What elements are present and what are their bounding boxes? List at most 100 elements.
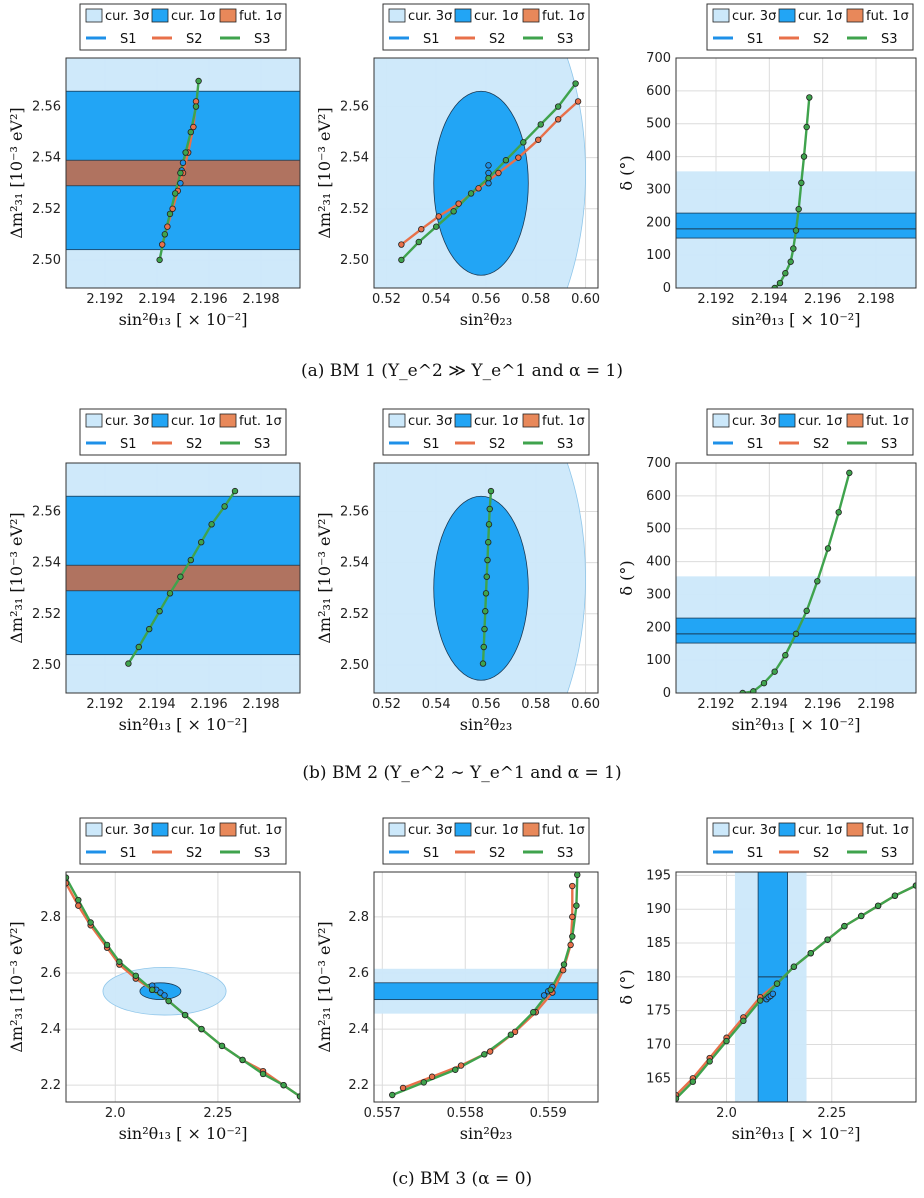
y-tick-label: 2.52: [32, 607, 61, 622]
data-point-S2: [455, 200, 462, 207]
data-point-S3: [165, 997, 172, 1005]
y-tick-label: 2.4: [40, 1022, 61, 1037]
y-axis-label: Δm²₃₁ [10⁻³ eV²]: [315, 107, 334, 238]
x-axis-label: sin²θ₁₃ [ × 10⁻²]: [119, 715, 248, 734]
data-point-S3: [792, 227, 800, 234]
legend-swatch: [846, 822, 864, 837]
legend-label: fut. 1σ: [542, 823, 585, 838]
data-point-S3: [482, 608, 489, 615]
x-tick-label: 2.25: [203, 1106, 232, 1121]
data-point-S3: [485, 521, 493, 528]
legend-label: fut. 1σ: [866, 9, 909, 24]
x-axis-label: sin²θ₂₃: [460, 1124, 513, 1143]
data-point-S3: [689, 1078, 697, 1085]
x-tick-label: 0.56: [472, 697, 501, 712]
legend-label: cur. 3σ: [732, 414, 776, 429]
data-point-S3: [156, 608, 163, 615]
data-point-S3: [116, 958, 123, 965]
data-point-S3: [835, 509, 842, 516]
x-axis-label: sin²θ₂₃: [460, 310, 513, 329]
legend-label: fut. 1σ: [542, 414, 585, 429]
caption-b: (b) BM 2 (Y_e^2 ∼ Y_e^1 and α = 1): [302, 763, 621, 783]
legend-label: fut. 1σ: [866, 823, 909, 838]
legend-label: cur. 1σ: [798, 9, 842, 24]
legend-label: S2: [186, 32, 203, 47]
x-tick-label: 0.52: [372, 292, 401, 307]
data-point-S3: [480, 643, 487, 651]
data-point-S3: [739, 689, 746, 693]
data-point-S2: [495, 169, 502, 177]
y-tick-label: 0: [663, 281, 671, 296]
legend-label: cur. 3σ: [408, 414, 452, 429]
data-point-S3: [161, 231, 168, 238]
data-point-S3: [484, 556, 491, 564]
data-point-S3: [771, 668, 778, 675]
data-point-S3: [560, 961, 568, 968]
legend-label: S2: [489, 437, 506, 452]
legend-label: cur. 1σ: [474, 414, 518, 429]
region-cur1: [433, 495, 529, 681]
legend-label: S1: [747, 437, 764, 452]
data-point-S3: [800, 153, 808, 160]
legend-label: S1: [120, 846, 137, 861]
data-point-S3: [182, 149, 189, 156]
x-tick-label: 0.557: [364, 1106, 401, 1121]
legend-swatch: [151, 413, 169, 428]
y-axis-label: Δm²₃₁ [10⁻³ eV²]: [7, 512, 26, 643]
data-point-S3: [723, 1037, 730, 1045]
data-point-S2: [486, 1048, 494, 1055]
panel-b3: 2.192 2.194 2.196 2.198 0 100 200 300 400 500 600 7…: [617, 408, 917, 734]
data-point-S2: [164, 223, 171, 230]
data-point-S3: [757, 997, 764, 1004]
y-tick-label: 2.8: [40, 910, 61, 925]
legend-swatch: [522, 413, 540, 428]
data-point-S3: [569, 933, 576, 940]
panel-b1: 2.192 2.194 2.196 2.198 2.50 2.52 2.54 2.56 sin²…: [7, 408, 301, 734]
x-tick-label: 2.192: [697, 292, 734, 307]
legend-label: S2: [489, 32, 506, 47]
x-tick-label: 2.194: [138, 697, 175, 712]
data-point-S3: [415, 238, 422, 246]
data-point-S3: [177, 169, 184, 177]
legend-swatch: [778, 822, 796, 837]
x-tick-label: 0.54: [422, 697, 451, 712]
data-point-S1: [485, 162, 492, 169]
y-tick-label: 2.4: [348, 1022, 369, 1037]
data-point-S2: [158, 241, 166, 248]
x-tick-label: 2.198: [857, 697, 894, 712]
x-tick-label: 2.196: [190, 292, 227, 307]
legend-swatch: [219, 822, 237, 837]
data-point-S2: [428, 1073, 436, 1080]
legend-label: S1: [423, 846, 440, 861]
legend-swatch: [454, 413, 472, 428]
legend-label: fut. 1σ: [239, 414, 282, 429]
legend-swatch: [712, 8, 730, 23]
panel-c1: 2.0 2.25 2.2 2.4 2.6 2.8 sin²θ₁₃ [ × 10⁻²] Δm²₃…: [7, 817, 301, 1143]
data-point-S3: [798, 179, 805, 187]
y-tick-label: 2.56: [340, 100, 369, 115]
legend-label: cur. 1σ: [798, 414, 842, 429]
data-point-S3: [482, 590, 490, 597]
x-axis-label: sin²θ₁₃ [ × 10⁻²]: [732, 715, 861, 734]
data-point-S3: [760, 679, 768, 687]
legend: cur. 3σ cur. 1σ fut. 1σ S1 S2 S3: [382, 3, 590, 51]
y-tick-label: 175: [646, 1004, 671, 1019]
legend-label: S2: [489, 846, 506, 861]
y-tick-label: 2.50: [340, 658, 369, 673]
data-point-S3: [156, 256, 163, 264]
data-point-S3: [433, 223, 440, 230]
legend-label: S1: [423, 32, 440, 47]
data-point-S3: [181, 1011, 189, 1019]
y-tick-label: 400: [646, 555, 671, 570]
legend-label: fut. 1σ: [866, 414, 909, 429]
data-point-S3: [773, 980, 781, 987]
legend-label: cur. 3σ: [105, 823, 149, 838]
x-tick-label: 2.196: [804, 697, 841, 712]
data-point-S3: [187, 128, 194, 136]
x-tick-label: 0.60: [571, 697, 600, 712]
x-tick-label: 2.25: [817, 1106, 846, 1121]
legend-swatch: [778, 413, 796, 428]
data-point-S3: [197, 539, 205, 546]
y-tick-label: 300: [646, 587, 671, 602]
data-point-S3: [891, 892, 899, 899]
